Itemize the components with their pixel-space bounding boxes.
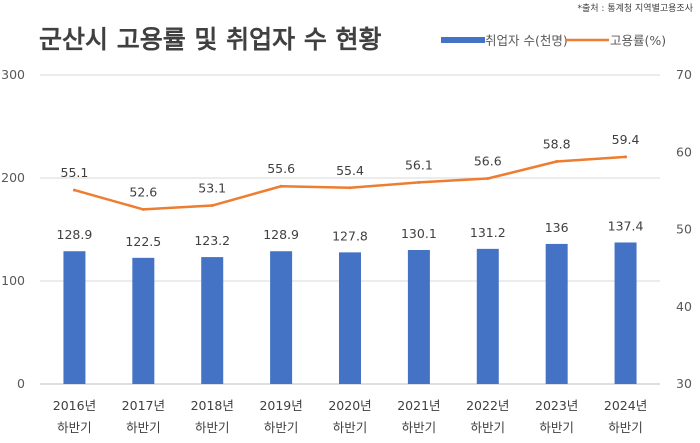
x-tick-label-half: 하반기 xyxy=(57,420,92,435)
x-tick-label-half: 하반기 xyxy=(264,420,299,435)
line-data-label: 55.1 xyxy=(61,165,89,180)
bar-data-label: 130.1 xyxy=(401,226,437,241)
x-tick-label-half: 하반기 xyxy=(471,420,506,435)
line-series xyxy=(72,155,628,211)
bar-data-label: 136 xyxy=(545,220,569,235)
bar xyxy=(614,242,637,384)
left-tick-label: 100 xyxy=(1,273,25,288)
chart-title: 군산시 고용률 및 취업자 수 현황 xyxy=(39,25,382,54)
legend: 취업자 수(천명) 고용률(%) xyxy=(441,33,666,48)
bar xyxy=(132,257,155,384)
line-point xyxy=(72,188,76,192)
x-tick-label-year: 2021년 xyxy=(397,398,440,413)
legend-swatch-bar xyxy=(441,37,485,43)
left-tick-label: 300 xyxy=(1,67,25,82)
bar xyxy=(545,243,568,384)
legend-label-line: 고용률(%) xyxy=(610,33,666,48)
legend-label-bar: 취업자 수(천명) xyxy=(485,33,568,48)
line-data-label: 55.4 xyxy=(336,163,364,178)
right-tick-label: 30 xyxy=(676,376,692,391)
left-tick-label: 200 xyxy=(1,170,25,185)
bar xyxy=(201,257,224,384)
right-tick-label: 50 xyxy=(676,222,692,237)
bar-data-label: 128.9 xyxy=(263,227,299,242)
bar xyxy=(339,252,361,384)
bar-series xyxy=(63,242,637,384)
line-point xyxy=(348,186,352,190)
left-tick-label: 0 xyxy=(17,376,25,391)
line-point xyxy=(555,160,559,164)
x-tick-label-half: 하반기 xyxy=(333,420,368,435)
right-tick-label: 70 xyxy=(676,67,692,82)
line-data-label: 56.6 xyxy=(474,154,502,169)
left-axis: 0 100 200 300 xyxy=(1,67,25,391)
bar-data-label: 128.9 xyxy=(57,227,93,242)
bar-data-label: 122.5 xyxy=(125,234,161,249)
line-data-label: 56.1 xyxy=(405,157,433,172)
line-point xyxy=(210,204,214,208)
line-data-labels: 55.1 52.6 53.1 55.6 55.4 56.1 56.6 58.8 59.4 xyxy=(61,132,640,200)
x-tick-label-half: 하반기 xyxy=(608,420,643,435)
line-data-label: 59.4 xyxy=(612,132,640,147)
bar-data-label: 137.4 xyxy=(608,218,644,233)
line-point xyxy=(141,207,145,211)
right-tick-label: 60 xyxy=(676,144,692,159)
x-tick-label-year: 2016년 xyxy=(53,398,96,413)
line-data-label: 55.6 xyxy=(267,161,295,176)
line-point xyxy=(624,155,628,159)
x-tick-label-half: 하반기 xyxy=(402,420,437,435)
bar-data-label: 127.8 xyxy=(332,228,368,243)
bar xyxy=(270,251,293,384)
x-tick-label-half: 하반기 xyxy=(126,420,161,435)
x-tick-label-year: 2019년 xyxy=(259,398,302,413)
line-data-label: 58.8 xyxy=(543,137,571,152)
right-tick-label: 40 xyxy=(676,299,692,314)
bar-data-labels: 128.9 122.5 123.2 128.9 127.8 130.1 131.2 136 13… xyxy=(57,218,644,248)
x-tick-label-half: 하반기 xyxy=(539,420,574,435)
right-axis: 30 40 50 60 70 xyxy=(676,67,692,391)
bar-data-label: 131.2 xyxy=(470,225,506,240)
line-point xyxy=(417,180,421,184)
line-data-label: 52.6 xyxy=(129,184,157,199)
line-point xyxy=(486,177,490,181)
x-tick-label-year: 2018년 xyxy=(191,398,234,413)
x-tick-label-year: 2024년 xyxy=(604,398,647,413)
x-tick-label-year: 2020년 xyxy=(328,398,371,413)
line-data-label: 53.1 xyxy=(198,181,226,196)
x-tick-label-year: 2022년 xyxy=(466,398,509,413)
bar xyxy=(476,248,499,384)
line-point xyxy=(279,184,283,188)
x-tick-label-half: 하반기 xyxy=(195,420,230,435)
bar xyxy=(407,249,430,384)
bar xyxy=(63,251,86,384)
x-tick-label-year: 2023년 xyxy=(535,398,578,413)
x-tick-label-year: 2017년 xyxy=(122,398,165,413)
source-note: *출처 : 통계청 지역별고용조사 xyxy=(578,2,694,14)
bar-data-label: 123.2 xyxy=(194,233,230,248)
